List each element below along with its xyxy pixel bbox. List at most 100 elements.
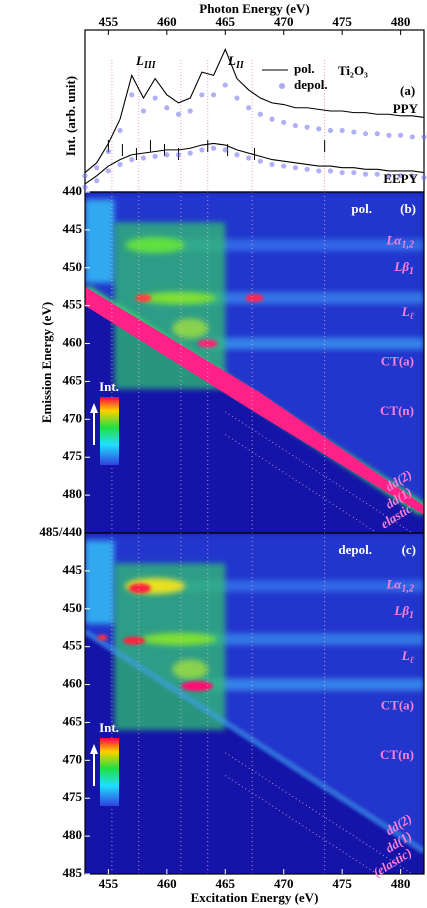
spectrum-dot [292, 165, 299, 171]
edge-label: LII [227, 53, 245, 71]
left-glow [85, 540, 115, 624]
x-tick-label: 475 [332, 14, 352, 29]
spectrum-dot [386, 173, 392, 179]
ct-blob [172, 318, 209, 339]
feature-label-main: L [401, 648, 410, 663]
x-tick-label: 455 [99, 14, 119, 29]
feature-label: Lα1,2 [385, 576, 414, 594]
spectrum-dot [339, 127, 345, 134]
elastic-line [85, 286, 424, 515]
ppy-label: PPY [393, 101, 419, 116]
panel-label: (b) [400, 201, 416, 216]
hot-spot [97, 634, 108, 641]
y-tick-label: 480 [63, 827, 83, 842]
x-tick-label: 455 [99, 876, 119, 891]
feature-label-main: Lβ [393, 603, 409, 618]
spectrum-dot [316, 168, 322, 174]
spectrum-dot [117, 127, 123, 134]
y-tick-label: 460 [63, 676, 83, 691]
emission-band [201, 678, 424, 691]
ct-blob [172, 659, 209, 680]
y-axis-label: Emission Energy (eV) [39, 302, 54, 423]
x-tick-label: 460 [157, 876, 177, 891]
spectrum-dot [117, 161, 123, 168]
x-tick-label: 470 [274, 14, 294, 29]
spectrum-dot [129, 157, 135, 163]
colorbar [100, 738, 119, 806]
y-tick-label: 460 [63, 335, 83, 350]
mode-label: depol. [338, 542, 372, 557]
feature-label: CT(a) [381, 697, 414, 712]
spectrum-dot [269, 116, 275, 122]
spectrum-dot [386, 132, 392, 138]
elastic-glow [85, 628, 424, 854]
feature-label-sub: 1 [409, 266, 414, 277]
hot-spot [128, 583, 151, 594]
y-tick-label: 485 [63, 865, 83, 880]
spectrum-dot [164, 152, 170, 158]
y-tick-label: 440 [63, 183, 83, 198]
edge-label-sub: II [235, 60, 245, 71]
spectrum-dot [421, 174, 427, 181]
spectrum-dot [421, 134, 427, 140]
eepy-label: EEPY [383, 171, 418, 186]
spectrum-dot [316, 126, 322, 132]
feature-label-sub: ℓ [410, 656, 414, 667]
y-tick-label: 465 [63, 713, 83, 728]
spectrum-dot [175, 152, 182, 158]
feature-label-sub: 1,2 [402, 240, 415, 251]
edge-label-sub: III [143, 60, 157, 71]
spectrum-dot [281, 119, 287, 125]
feature-label: Lβ1 [393, 603, 414, 621]
legend-dot [279, 83, 285, 89]
edge-label-main: L [135, 53, 144, 68]
spectrum-dot [257, 158, 263, 164]
hot-spot [197, 339, 218, 348]
feature-label-main: CT(n) [380, 747, 414, 762]
spectrum-dot [82, 173, 88, 179]
spectrum-dot [246, 105, 252, 111]
spectrum-dot [234, 95, 240, 101]
y-tick-label: 445 [63, 221, 83, 236]
spectrum-dot [152, 153, 158, 159]
hot-spot [181, 681, 214, 692]
lb-blob [140, 292, 217, 305]
spectrum-dot [140, 155, 147, 161]
y-tick-label: 470 [63, 751, 83, 766]
spectrum-dot [222, 147, 228, 153]
spectrum-dot [129, 92, 135, 98]
emission-band [166, 633, 424, 646]
spectrum-dot [222, 82, 228, 88]
spectrum-dot [327, 127, 334, 134]
spectrum-line [84, 48, 425, 173]
colorbar-arrowhead [90, 744, 98, 754]
spectrum-dot [210, 145, 217, 151]
y-axis-label: Int. (arb. unit) [63, 76, 78, 156]
spectrum-dot [140, 108, 147, 114]
colorbar-label: Int. [99, 379, 119, 394]
spectrum-dot [199, 147, 205, 153]
x-axis-label: Excitation Energy (eV) [191, 890, 319, 905]
panel-label: (c) [402, 542, 416, 557]
spectrum-dot [82, 184, 88, 190]
edge-label-main: L [227, 53, 236, 68]
spectrum-dot [164, 105, 170, 111]
feature-label-sub: 1,2 [402, 584, 415, 595]
feature-label-main: CT(a) [381, 353, 414, 368]
feature-label-sub: ℓ [410, 312, 414, 323]
mode-label: pol. [351, 201, 372, 216]
x-tick-label: 460 [157, 14, 177, 29]
x-tick-label: 480 [391, 876, 411, 891]
emission-band [166, 292, 424, 305]
feature-label-main: CT(n) [380, 403, 414, 418]
y-tick-label: 450 [63, 259, 83, 274]
y-tick-label: 465 [63, 372, 83, 387]
feature-label: Lℓ [401, 648, 414, 666]
lb-blob [140, 633, 217, 646]
feature-label: Lℓ [401, 304, 414, 322]
y-tick-label: 475 [63, 448, 83, 463]
y-tick-label: 485/440 [39, 524, 82, 539]
spectrum-dot [304, 124, 310, 130]
x-tick-label: 470 [274, 876, 294, 891]
